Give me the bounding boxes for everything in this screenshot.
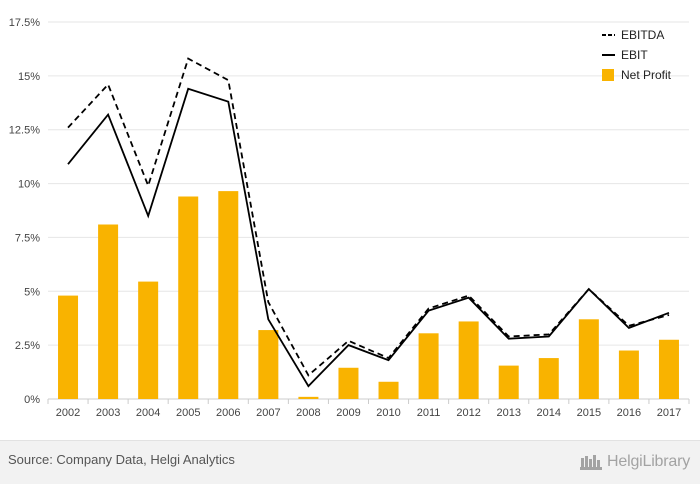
brand-text: HelgiLibrary <box>607 453 690 470</box>
y-tick-label: 2.5% <box>15 340 40 352</box>
net-profit-bar <box>538 358 559 399</box>
x-tick-label: 2003 <box>96 407 120 419</box>
net-profit-bar <box>58 295 79 399</box>
net-profit-bar <box>298 396 319 399</box>
x-tick-label: 2008 <box>296 407 320 419</box>
net-profit-bars <box>58 191 679 399</box>
x-tick-label: 2011 <box>417 407 441 419</box>
x-tick-label: 2010 <box>376 407 400 419</box>
legend-label-ebit: EBIT <box>621 48 648 62</box>
net-profit-bar <box>218 191 239 399</box>
y-tick-label: 12.5% <box>9 125 40 137</box>
x-tick-label: 2009 <box>336 407 360 419</box>
x-tick-label: 2004 <box>136 407 160 419</box>
net-profit-bar <box>618 350 639 399</box>
net-profit-bar <box>458 321 479 399</box>
brand-logo: HelgiLibrary <box>579 451 690 473</box>
library-icon <box>580 455 603 470</box>
y-axis: 0% 2.5% 5% 7.5% 10% 12.5% 15% 17.5% <box>9 17 40 406</box>
y-tick-label: 7.5% <box>15 232 40 244</box>
net-profit-bar <box>98 224 119 399</box>
net-profit-bar <box>258 330 279 399</box>
footer: Source: Company Data, Helgi Analytics He… <box>0 440 700 484</box>
x-tick-label: 2005 <box>176 407 200 419</box>
x-tick-label: 2017 <box>657 407 681 419</box>
line-series <box>67 57 670 388</box>
legend-label-ebitda: EBITDA <box>621 28 664 42</box>
legend-swatch-net-profit <box>602 69 614 81</box>
x-axis: 2002 2003 2004 2005 2006 2007 2008 2009 2010 2011… <box>47 399 690 419</box>
y-tick-label: 17.5% <box>9 17 40 29</box>
y-tick-label: 15% <box>18 71 40 83</box>
net-profit-bar <box>138 281 159 399</box>
y-tick-label: 5% <box>24 286 40 298</box>
net-profit-bar <box>658 339 679 399</box>
ebit-line <box>67 87 670 388</box>
net-profit-bar <box>578 319 599 399</box>
chart: 2002 2003 2004 2005 2006 2007 2008 2009 2010 2011… <box>9 17 690 419</box>
net-profit-bar <box>178 196 199 399</box>
x-tick-label: 2012 <box>456 407 480 419</box>
y-tick-label: 10% <box>18 179 40 191</box>
source-text: Source: Company Data, Helgi Analytics <box>8 452 235 467</box>
x-tick-label: 2013 <box>496 407 520 419</box>
legend-label-net-profit: Net Profit <box>621 68 672 82</box>
legend: EBITDA EBIT Net Profit <box>602 28 672 82</box>
x-tick-label: 2006 <box>216 407 240 419</box>
net-profit-bar <box>378 381 399 399</box>
x-tick-label: 2016 <box>617 407 641 419</box>
net-profit-bar <box>338 367 359 399</box>
net-profit-bar <box>498 365 519 399</box>
y-tick-label: 0% <box>24 394 40 406</box>
x-tick-label: 2002 <box>56 407 80 419</box>
x-tick-label: 2014 <box>537 407 561 419</box>
x-tick-label: 2007 <box>256 407 280 419</box>
net-profit-bar <box>418 333 439 399</box>
x-tick-label: 2015 <box>577 407 601 419</box>
